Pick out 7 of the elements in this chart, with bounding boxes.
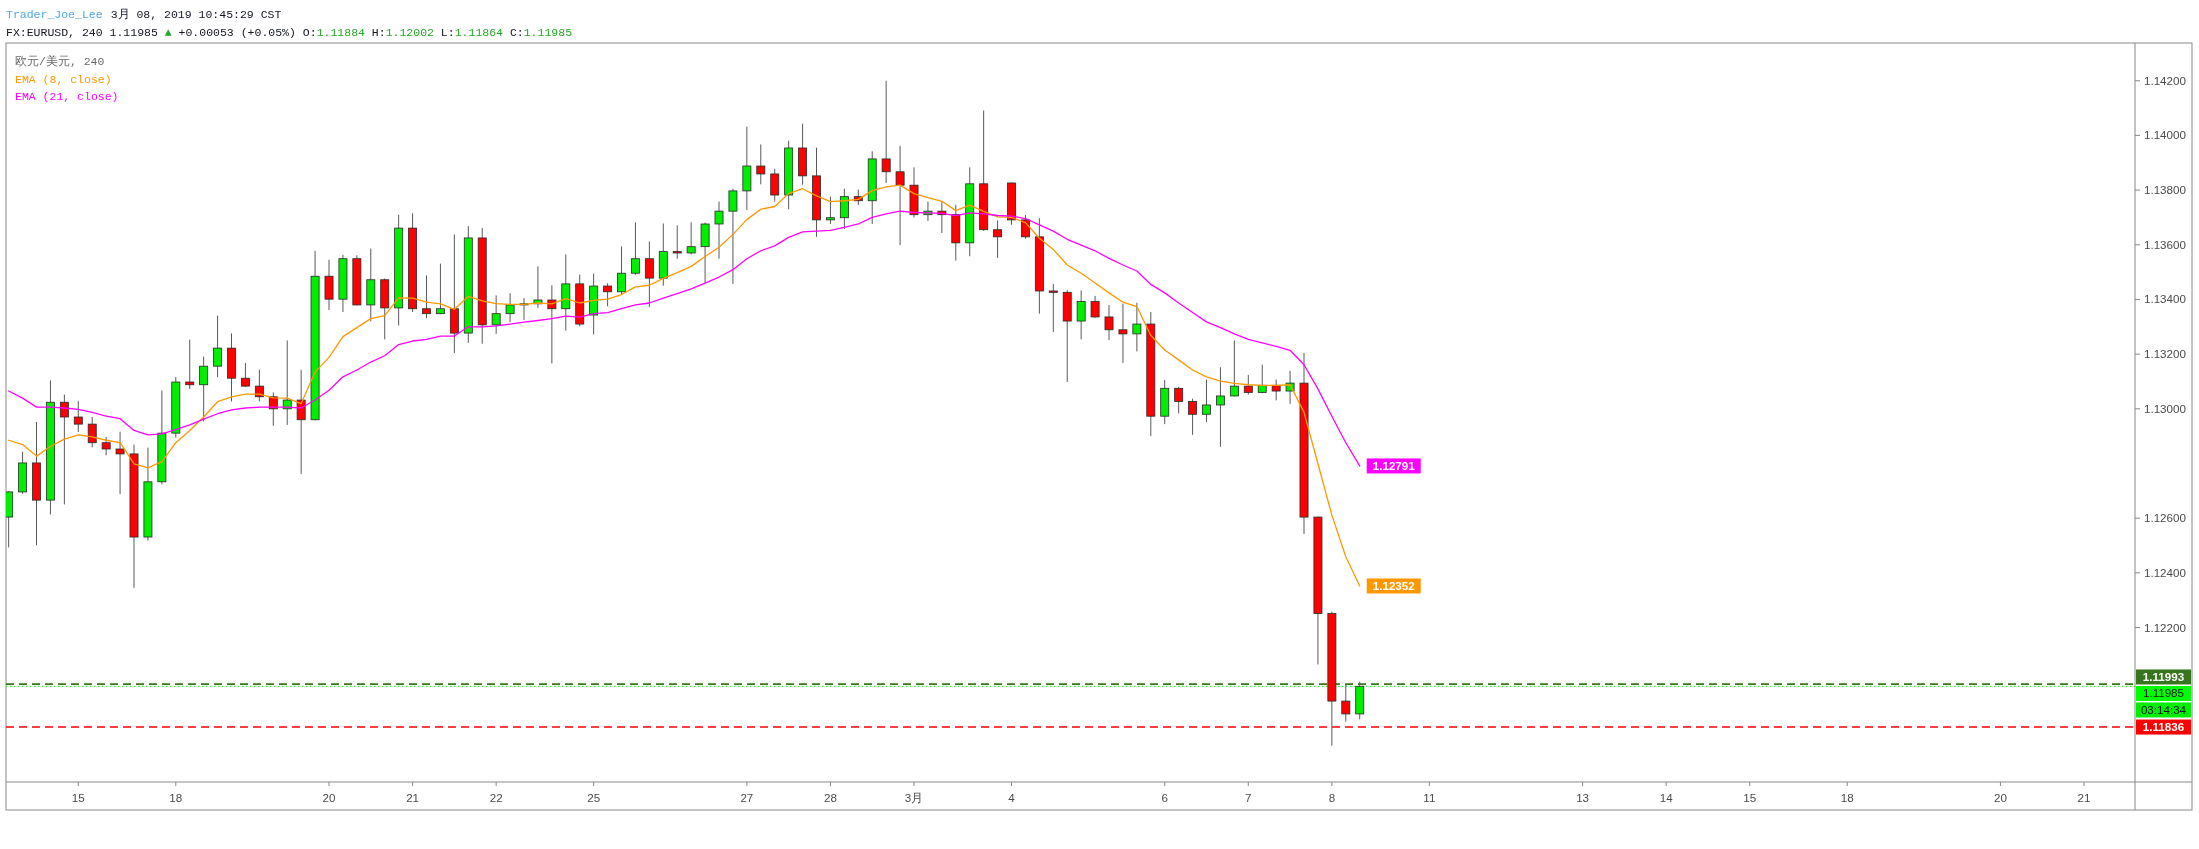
ref-line-label: 1.11836 xyxy=(2142,720,2185,734)
author: Trader_Joe_Lee xyxy=(6,8,103,21)
data-label: 1.12352 xyxy=(1372,578,1415,592)
title: FX:EURUSD, 240 1.11985 ▲ +0.00053 (+0.05%) O:1.11884 H:1.12002 L:1.11864 C:1.11985 xyxy=(6,26,573,39)
data-label: 1.12791 xyxy=(1372,458,1416,472)
ref-line-label: 1.11985 xyxy=(2142,686,2185,700)
ref-line-label: 1.11993 xyxy=(2142,669,2185,683)
